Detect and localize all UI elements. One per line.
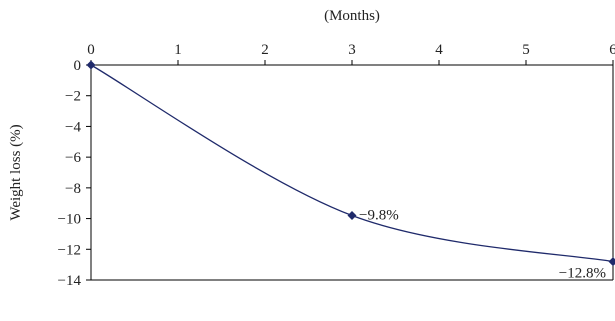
x-tick-label: 3 <box>348 42 356 58</box>
y-tick-label: −12 <box>58 242 81 258</box>
y-tick-label: −4 <box>65 119 81 135</box>
x-tick-label: 0 <box>87 42 95 58</box>
y-tick-label: 0 <box>74 58 82 74</box>
x-tick-label: 1 <box>174 42 182 58</box>
data-label: −12.8% <box>559 266 606 282</box>
y-tick-label: −2 <box>65 89 81 105</box>
y-axis-title: Weight loss (%) <box>8 124 24 220</box>
series-line <box>90 64 614 263</box>
x-tick-label: 5 <box>522 42 530 58</box>
y-tick-label: −14 <box>58 273 82 289</box>
plot-frame <box>90 64 614 281</box>
data-point-marker <box>347 211 357 220</box>
x-axis-title: (Months) <box>324 8 380 24</box>
y-tick-label: −8 <box>65 181 81 197</box>
y-tick-label: −10 <box>58 212 81 228</box>
x-tick-label: 2 <box>261 42 269 58</box>
data-label: −9.8% <box>359 208 399 224</box>
series-group: −9.8% −12.8% <box>86 60 615 282</box>
y-axis-ticks: 0 −2 −4 −6 −8 −10 −12 −14 <box>58 58 91 289</box>
x-tick-label: 4 <box>435 42 443 58</box>
data-point-marker <box>608 257 615 267</box>
data-point-marker <box>86 60 96 70</box>
x-axis-ticks: 0 1 2 3 4 5 6 <box>87 42 615 65</box>
x-tick-label: 6 <box>609 42 615 58</box>
y-tick-label: −6 <box>65 150 81 166</box>
